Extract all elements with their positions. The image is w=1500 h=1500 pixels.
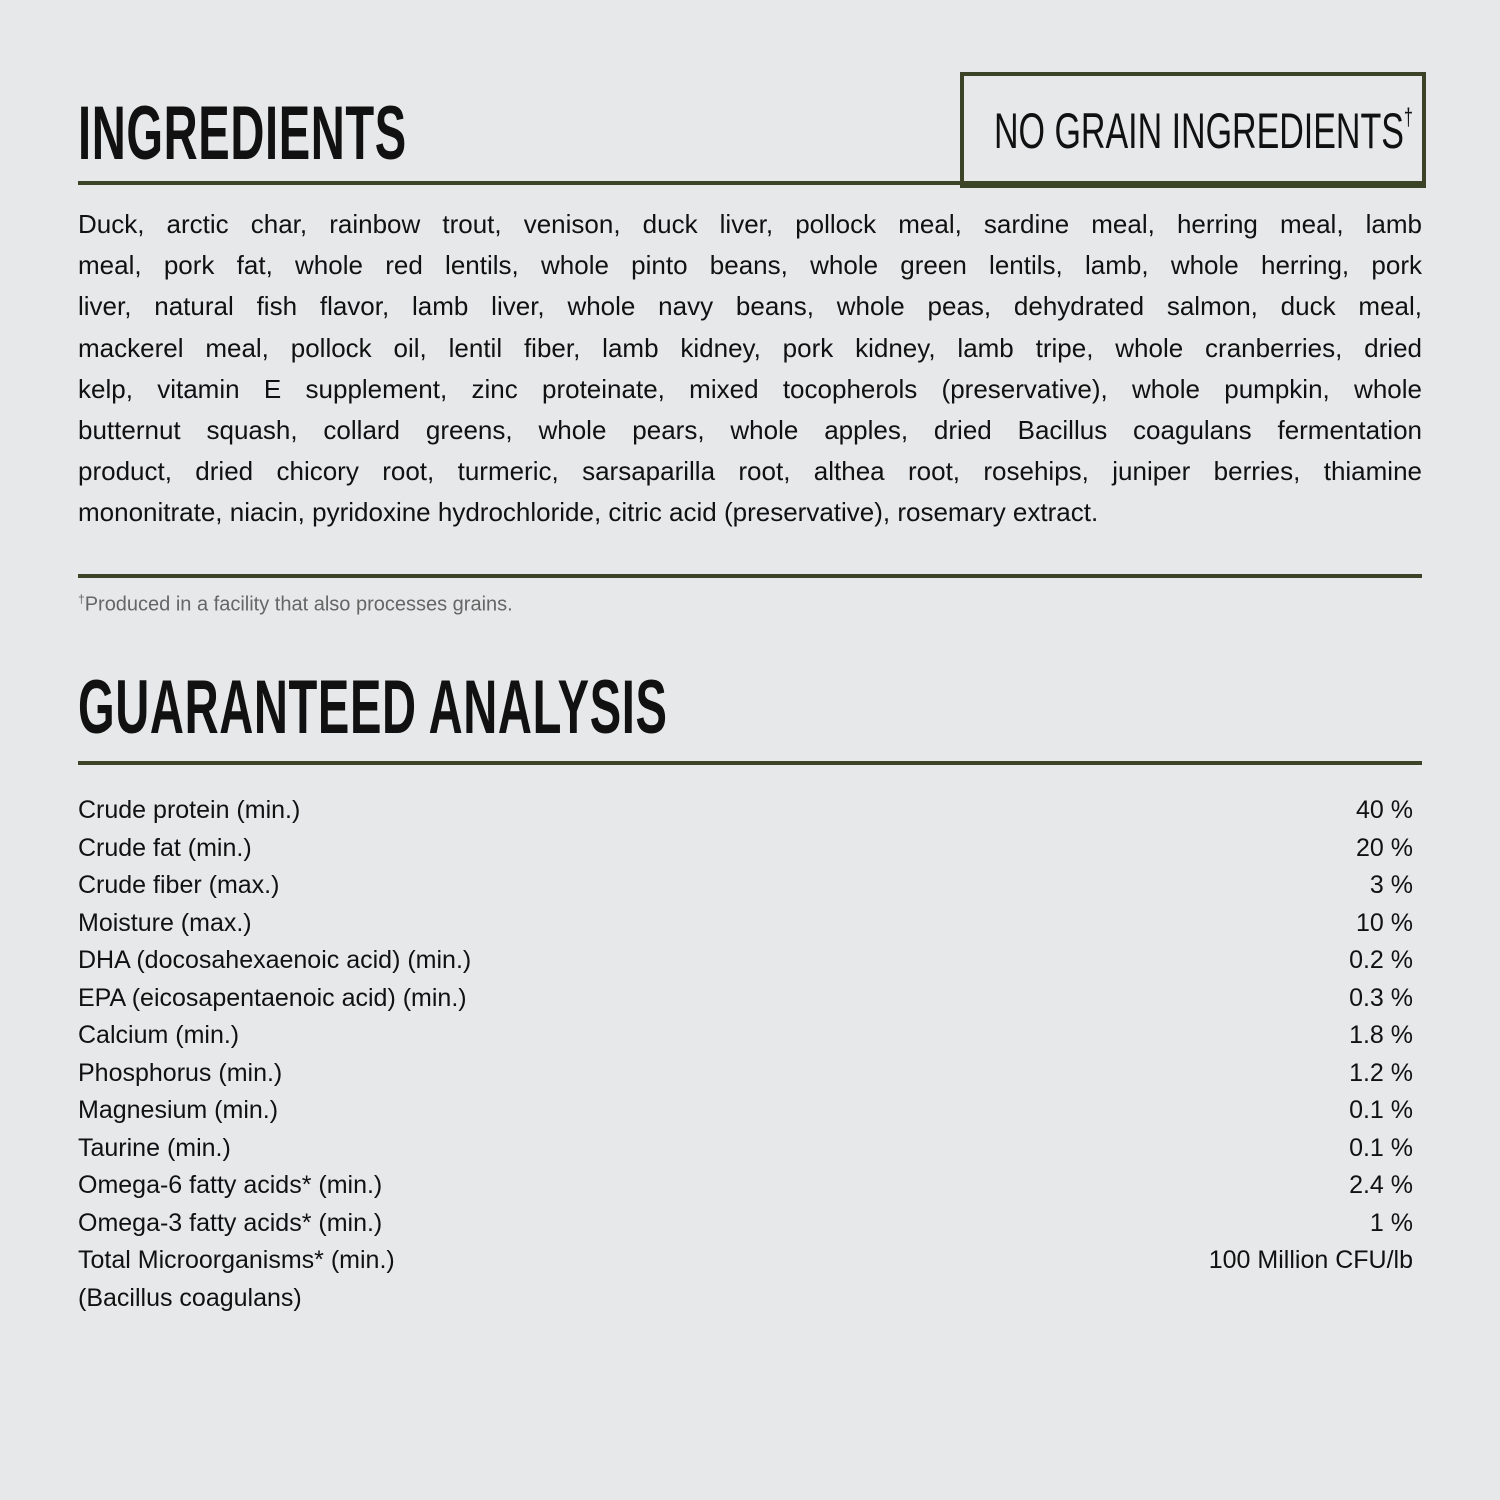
analysis-value: 0.2 % (1349, 946, 1413, 974)
analysis-value: 10 % (1356, 908, 1413, 937)
analysis-label: Magnesium (min.) (78, 1096, 279, 1124)
ingredients-line: Duck, arctic char, rainbow trout, veniso… (78, 209, 1422, 239)
analysis-row: (Bacillus coagulans) (78, 1280, 1413, 1318)
analysis-label: (Bacillus coagulans) (78, 1283, 302, 1312)
analysis-table: Crude protein (min.) 40 % Crude fat (min.)… (78, 792, 1413, 1317)
analysis-label: Taurine (min.) (78, 1133, 231, 1162)
analysis-value: 40 % (1356, 796, 1413, 824)
analysis-label: Crude fat (min.) (78, 833, 252, 862)
analysis-row: EPA (eicosapentaenoic acid) (min.) 0.3 % (78, 980, 1413, 1018)
ingredients-list: Duck, arctic char, rainbow trout, veniso… (78, 204, 1422, 534)
ingredients-line: product, dried chicory root, turmeric, s… (78, 456, 1422, 487)
analysis-row: Total Microorganisms* (min.) 100 Million … (78, 1242, 1413, 1280)
analysis-value: 0.1 % (1349, 1096, 1413, 1124)
ingredients-line: kelp, vitamin E supplement, zinc protein… (78, 373, 1422, 404)
analysis-row: Magnesium (min.) 0.1 % (78, 1092, 1413, 1130)
ingredients-line: mononitrate, niacin, pyridoxine hydrochl… (78, 497, 1099, 528)
ingredients-line: mackerel meal, pollock oil, lentil fiber… (78, 332, 1422, 363)
footnote: †Produced in a facility that also proces… (78, 592, 513, 617)
analysis-label: Omega-6 fatty acids* (min.) (78, 1171, 383, 1199)
analysis-value: 3 % (1369, 871, 1413, 899)
analysis-row: Omega-3 fatty acids* (min.) 1 % (78, 1205, 1413, 1243)
ingredients-line: liver, natural fish flavor, lamb liver, … (78, 291, 1422, 322)
badge-mark: † (1403, 104, 1414, 131)
ingredients-bottom-rule (78, 574, 1422, 578)
analysis-row: Crude protein (min.) 40 % (78, 792, 1413, 830)
analysis-label: DHA (docosahexaenoic acid) (min.) (78, 946, 472, 974)
ingredients-title: INGREDIENTS (78, 91, 407, 176)
analysis-title: GUARANTEED ANALYSIS (78, 665, 668, 750)
analysis-value: 100 Million CFU/lb (1208, 1246, 1413, 1274)
analysis-label: Calcium (min.) (78, 1021, 240, 1049)
analysis-row: Taurine (min.) 0.1 % (78, 1130, 1413, 1168)
analysis-value: 0.3 % (1349, 983, 1413, 1012)
ingredients-line: meal, pork fat, whole red lentils, whole… (78, 250, 1422, 281)
analysis-label: EPA (eicosapentaenoic acid) (min.) (78, 983, 467, 1012)
analysis-label: Phosphorus (min.) (78, 1058, 283, 1087)
badge-text: NO GRAIN INGREDIENTS (994, 103, 1404, 159)
analysis-row: Calcium (min.) 1.8 % (78, 1017, 1413, 1055)
analysis-value: 1.8 % (1349, 1021, 1413, 1049)
analysis-row: Omega-6 fatty acids* (min.) 2.4 % (78, 1167, 1413, 1205)
analysis-row: DHA (docosahexaenoic acid) (min.) 0.2 % (78, 942, 1413, 980)
analysis-rule (78, 761, 1422, 765)
footnote-text: Produced in a facility that also process… (84, 593, 513, 616)
no-grain-badge: NO GRAIN INGREDIENTS† (960, 72, 1426, 188)
analysis-value: 20 % (1356, 833, 1413, 862)
analysis-value: 0.1 % (1349, 1133, 1413, 1162)
analysis-label: Total Microorganisms* (min.) (78, 1246, 395, 1274)
analysis-label: Omega-3 fatty acids* (min.) (78, 1208, 383, 1237)
analysis-label: Crude fiber (max.) (78, 871, 280, 899)
analysis-row: Moisture (max.) 10 % (78, 905, 1413, 943)
ingredients-line: butternut squash, collard greens, whole … (78, 415, 1422, 446)
analysis-label: Moisture (max.) (78, 908, 252, 937)
ingredients-rule (78, 181, 1422, 185)
analysis-label: Crude protein (min.) (78, 796, 301, 824)
footnote-mark: † (78, 592, 85, 606)
analysis-value: 1 % (1369, 1208, 1413, 1237)
analysis-row: Crude fat (min.) 20 % (78, 830, 1413, 868)
analysis-value: 1.2 % (1349, 1058, 1413, 1087)
analysis-value: 2.4 % (1349, 1171, 1413, 1199)
analysis-row: Crude fiber (max.) 3 % (78, 867, 1413, 905)
analysis-row: Phosphorus (min.) 1.2 % (78, 1055, 1413, 1093)
